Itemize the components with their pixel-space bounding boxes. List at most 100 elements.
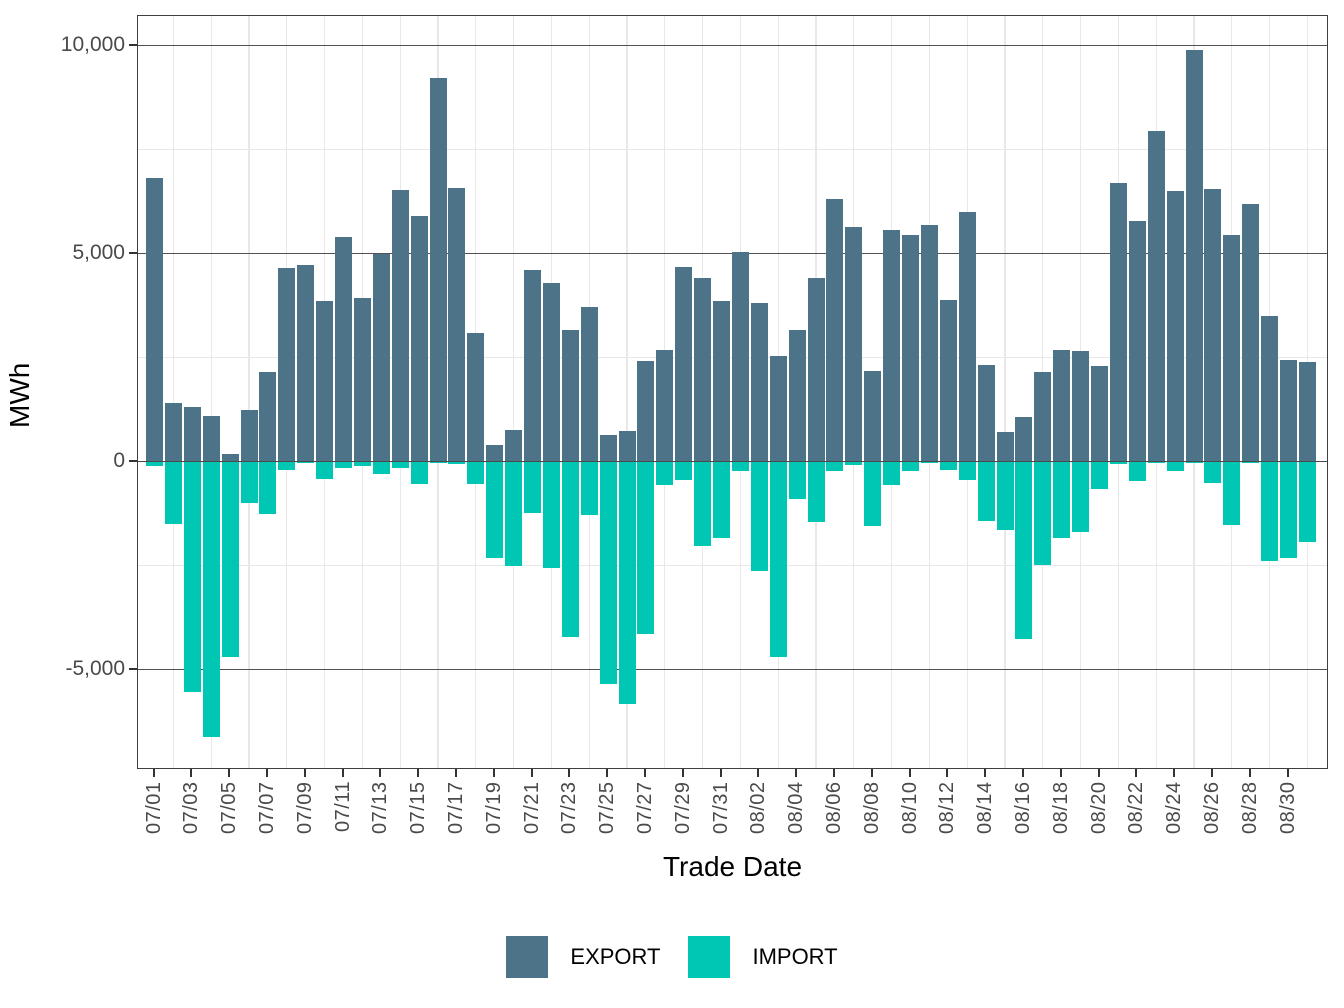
export-bar — [429, 77, 447, 462]
x-tick-label: 07/15 — [407, 781, 430, 834]
import-bar — [845, 461, 863, 465]
x-tick-mark — [681, 769, 684, 777]
import-bar — [1223, 461, 1241, 526]
x-tick-mark — [832, 769, 835, 777]
x-tick-label: 07/11 — [331, 781, 354, 833]
export-bar — [1298, 362, 1316, 462]
import-bar — [580, 461, 598, 515]
x-tick-label: 08/02 — [747, 781, 770, 834]
export-bar — [1091, 365, 1108, 462]
import-bar — [1128, 461, 1146, 482]
x-tick-mark — [454, 769, 457, 777]
x-tick-mark — [946, 769, 949, 777]
x-tick-mark — [1286, 769, 1289, 777]
export-bar — [1109, 183, 1127, 462]
x-tick-label: 07/21 — [520, 781, 543, 834]
x-tick-mark — [719, 769, 722, 777]
export-bar — [807, 278, 825, 462]
y-tick-label: 10,000 — [60, 32, 125, 56]
export-bar — [694, 278, 712, 462]
x-tick-mark — [795, 769, 798, 777]
legend: EXPORT IMPORT — [0, 936, 1344, 978]
export-bar — [391, 190, 409, 462]
import-bar — [826, 461, 844, 472]
legend-label-import: IMPORT — [752, 944, 838, 969]
x-tick-label: 08/18 — [1049, 781, 1072, 834]
export-bar — [1223, 234, 1241, 462]
export-bar — [675, 267, 693, 462]
y-tick-mark — [129, 251, 137, 254]
gridline-horizontal-minor — [138, 148, 1327, 151]
x-tick-label: 07/01 — [142, 781, 165, 834]
export-bar — [524, 269, 541, 462]
x-tick-label: 07/03 — [180, 781, 203, 834]
import-bar — [524, 461, 541, 513]
export-bar — [864, 370, 882, 462]
export-bar — [561, 330, 579, 462]
x-tick-label: 07/27 — [633, 781, 656, 834]
import-bar — [1166, 461, 1184, 472]
import-bar — [146, 461, 163, 466]
x-tick-label: 07/29 — [671, 781, 694, 834]
x-tick-label: 08/30 — [1276, 781, 1299, 834]
x-tick-mark — [1097, 769, 1100, 777]
export-bar — [1128, 221, 1146, 462]
x-tick-label: 08/22 — [1125, 781, 1148, 834]
y-tick-label: 0 — [113, 448, 125, 472]
plot-panel — [137, 15, 1328, 769]
import-bar — [807, 461, 825, 523]
export-bar — [335, 236, 352, 462]
export-bar — [713, 300, 730, 462]
x-tick-label: 08/16 — [1011, 781, 1034, 834]
import-bar — [1034, 461, 1052, 566]
export-bar — [1204, 189, 1222, 462]
legend-swatch-export — [506, 936, 549, 978]
x-tick-label: 07/23 — [558, 781, 581, 834]
x-tick-mark — [984, 769, 987, 777]
x-tick-mark — [1021, 769, 1024, 777]
export-bar — [637, 360, 655, 462]
gridline-vertical-minor — [626, 16, 628, 768]
x-tick-label: 07/25 — [596, 781, 619, 834]
import-bar — [920, 461, 938, 464]
import-bar — [1053, 461, 1071, 539]
x-tick-mark — [190, 769, 193, 777]
import-bar — [278, 461, 296, 470]
gridline-vertical-minor — [513, 16, 515, 768]
x-tick-mark — [1135, 769, 1138, 777]
import-bar — [467, 461, 485, 484]
export-bar — [1280, 359, 1297, 462]
export-bar — [656, 350, 674, 462]
y-tick-mark — [129, 43, 137, 46]
legend-swatch-import — [688, 936, 731, 978]
import-bar — [996, 461, 1014, 530]
x-tick-label: 07/17 — [444, 781, 467, 834]
x-tick-label: 08/12 — [936, 781, 959, 834]
export-bar — [1034, 371, 1052, 462]
export-bar — [259, 371, 277, 462]
x-tick-label: 07/07 — [255, 781, 278, 834]
import-bar — [221, 461, 239, 657]
gridline-horizontal-minor — [138, 564, 1327, 567]
import-bar — [561, 461, 579, 638]
x-tick-label: 08/04 — [785, 781, 808, 834]
export-bar — [164, 402, 182, 462]
export-bar — [316, 300, 334, 462]
export-bar — [221, 454, 239, 462]
x-tick-mark — [152, 769, 155, 777]
x-tick-label: 08/14 — [974, 781, 997, 834]
export-bar — [1185, 50, 1203, 462]
export-bar — [1072, 350, 1090, 462]
gridline-vertical-minor — [1004, 16, 1006, 768]
y-tick-label: 5,000 — [72, 240, 125, 264]
export-bar — [788, 330, 806, 462]
x-tick-label: 08/20 — [1087, 781, 1110, 834]
import-bar — [939, 461, 957, 470]
export-bar — [278, 268, 296, 462]
import-bar — [1109, 461, 1127, 464]
x-tick-label: 08/28 — [1238, 781, 1261, 834]
import-bar — [977, 461, 995, 522]
export-bar — [1053, 350, 1071, 462]
import-bar — [637, 461, 655, 634]
